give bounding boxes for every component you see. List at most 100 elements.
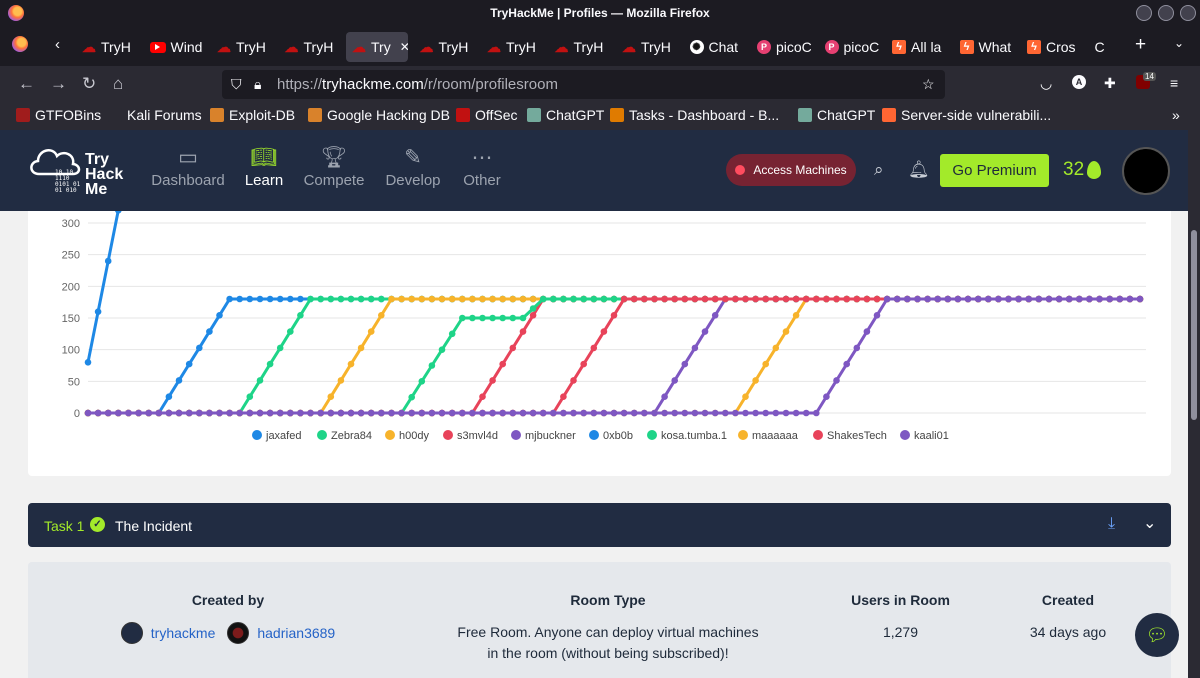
- data-point[interactable]: [347, 360, 355, 368]
- data-point[interactable]: [256, 409, 264, 417]
- legend-item[interactable]: jaxafed: [252, 430, 301, 442]
- data-point[interactable]: [509, 314, 517, 322]
- data-point[interactable]: [539, 295, 547, 303]
- data-point[interactable]: [883, 295, 891, 303]
- go-premium-button[interactable]: Go Premium: [940, 154, 1049, 187]
- data-point[interactable]: [732, 409, 739, 417]
- data-point[interactable]: [256, 377, 264, 384]
- data-point[interactable]: [610, 409, 618, 417]
- data-point[interactable]: [206, 409, 213, 417]
- nav-develop[interactable]: ✎ Develop: [373, 144, 453, 189]
- bookmark-item[interactable]: Server-side vulnerabili...: [882, 107, 1051, 123]
- data-point[interactable]: [772, 344, 780, 352]
- data-point[interactable]: [115, 211, 122, 214]
- data-point[interactable]: [378, 312, 385, 319]
- data-point[interactable]: [337, 295, 345, 303]
- legend-item[interactable]: h00dy: [385, 430, 429, 442]
- data-point[interactable]: [276, 344, 284, 352]
- tab-4[interactable]: ☁ Try ✕: [346, 32, 408, 62]
- data-point[interactable]: [539, 409, 547, 417]
- tab-6[interactable]: ☁ TryH: [481, 32, 541, 62]
- data-point[interactable]: [762, 295, 769, 303]
- download-icon[interactable]: ⤓: [1108, 515, 1116, 532]
- data-point[interactable]: [418, 295, 426, 303]
- nav-learn[interactable]: 📖︎ Learn: [224, 144, 304, 189]
- data-point[interactable]: [216, 312, 223, 319]
- data-point[interactable]: [327, 295, 335, 303]
- data-point[interactable]: [317, 295, 325, 303]
- data-point[interactable]: [1096, 295, 1103, 303]
- data-point[interactable]: [1025, 295, 1032, 303]
- data-point[interactable]: [357, 295, 365, 303]
- data-point[interactable]: [1126, 295, 1134, 303]
- data-point[interactable]: [459, 295, 466, 303]
- data-point[interactable]: [327, 409, 335, 417]
- data-point[interactable]: [196, 344, 203, 352]
- data-point[interactable]: [944, 295, 952, 303]
- data-point[interactable]: [570, 409, 577, 417]
- data-point[interactable]: [600, 295, 608, 303]
- data-point[interactable]: [863, 295, 871, 303]
- data-point[interactable]: [185, 409, 193, 417]
- data-point[interactable]: [469, 295, 476, 303]
- data-point[interactable]: [519, 328, 527, 335]
- data-point[interactable]: [802, 409, 810, 417]
- url-bar[interactable]: ⛉ 🔒︎ https://tryhackme.com/r/room/profil…: [222, 70, 945, 99]
- data-point[interactable]: [418, 378, 426, 385]
- scrollbar-thumb[interactable]: [1191, 230, 1197, 420]
- maximize-icon[interactable]: [1158, 5, 1174, 21]
- data-point[interactable]: [732, 295, 739, 303]
- data-point[interactable]: [600, 328, 608, 335]
- data-point[interactable]: [560, 295, 567, 303]
- data-point[interactable]: [367, 295, 375, 303]
- data-point[interactable]: [509, 344, 517, 352]
- data-point[interactable]: [499, 409, 507, 417]
- legend-item[interactable]: mjbuckner: [511, 430, 576, 442]
- tab-8[interactable]: ☁ TryH: [616, 32, 676, 62]
- data-point[interactable]: [509, 409, 517, 417]
- data-point[interactable]: [792, 295, 800, 303]
- data-point[interactable]: [590, 344, 598, 352]
- data-point[interactable]: [84, 359, 92, 366]
- data-point[interactable]: [479, 409, 486, 417]
- data-point[interactable]: [792, 312, 800, 319]
- data-point[interactable]: [671, 295, 678, 303]
- tab-0[interactable]: ☁ TryH: [76, 32, 136, 62]
- data-point[interactable]: [691, 295, 699, 303]
- data-point[interactable]: [995, 295, 1002, 303]
- chevron-down-icon[interactable]: ⌄: [1143, 515, 1157, 532]
- data-point[interactable]: [1005, 295, 1012, 303]
- data-point[interactable]: [813, 295, 820, 303]
- data-point[interactable]: [833, 295, 840, 303]
- data-point[interactable]: [630, 295, 638, 303]
- data-point[interactable]: [428, 409, 436, 417]
- data-point[interactable]: [1015, 295, 1022, 303]
- data-point[interactable]: [367, 328, 375, 335]
- data-point[interactable]: [459, 314, 466, 322]
- data-point[interactable]: [651, 295, 658, 303]
- data-point[interactable]: [893, 295, 901, 303]
- data-point[interactable]: [701, 295, 709, 303]
- nav-other[interactable]: ⋯ Other: [442, 144, 522, 189]
- data-point[interactable]: [681, 360, 689, 368]
- data-point[interactable]: [337, 409, 345, 417]
- data-point[interactable]: [873, 295, 881, 303]
- data-point[interactable]: [317, 409, 325, 417]
- data-point[interactable]: [175, 377, 183, 384]
- data-point[interactable]: [459, 409, 466, 417]
- nav-dashboard[interactable]: ▭ Dashboard: [148, 144, 228, 189]
- data-point[interactable]: [1076, 295, 1083, 303]
- data-point[interactable]: [529, 409, 537, 417]
- data-point[interactable]: [772, 295, 780, 303]
- lock-icon[interactable]: 🔒︎: [254, 76, 262, 92]
- data-point[interactable]: [408, 295, 416, 303]
- data-point[interactable]: [1035, 295, 1043, 303]
- data-point[interactable]: [985, 295, 992, 303]
- data-point[interactable]: [125, 409, 132, 417]
- data-point[interactable]: [307, 295, 314, 303]
- data-point[interactable]: [438, 346, 446, 353]
- data-point[interactable]: [722, 295, 729, 303]
- data-point[interactable]: [954, 295, 962, 303]
- data-point[interactable]: [701, 328, 709, 335]
